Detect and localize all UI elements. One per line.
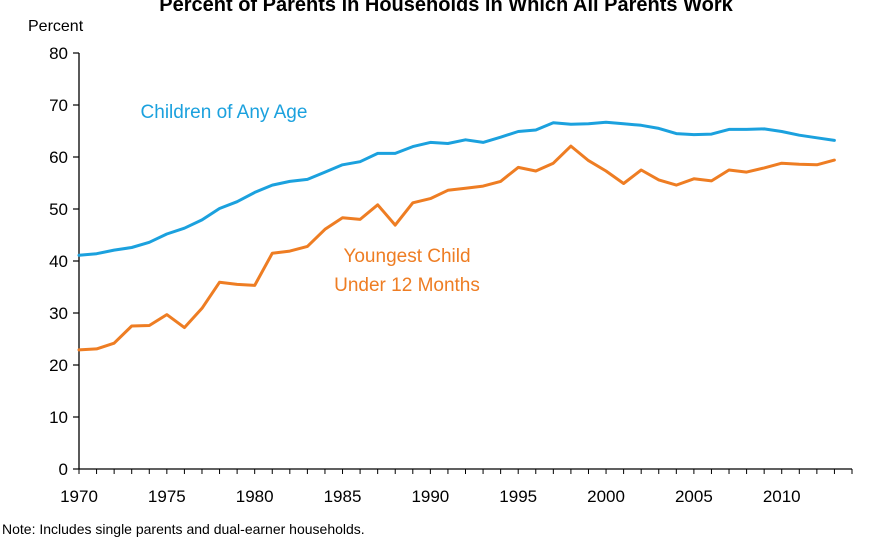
y-tick-label: 30: [49, 304, 68, 323]
series-line-any-age: [77, 120, 836, 257]
ticks: 0 10 20 30 40 50 60 70 80 1970 1975 1980 1985 1990 199…: [49, 44, 853, 506]
y-axis-label: Percent: [28, 18, 84, 35]
series-annotation-label: Children of Any Age: [141, 102, 308, 123]
y-tick-label: 40: [49, 252, 68, 271]
x-tick-label: 1995: [499, 487, 537, 506]
x-tick-label: 2010: [763, 487, 801, 506]
chart-title: Percent of Parents in Households in Whic…: [159, 0, 733, 16]
x-tick-label: 1975: [148, 487, 186, 506]
x-tick-label: 1990: [411, 487, 449, 506]
series-lines: [77, 120, 836, 352]
series-line-under-12-months: [77, 144, 836, 352]
y-tick-label: 60: [49, 148, 68, 167]
y-tick-label: 0: [59, 460, 68, 479]
x-tick-label: 2000: [587, 487, 625, 506]
footnote: Note: Includes single parents and dual-e…: [2, 521, 365, 537]
series-annotation-label: Youngest Child: [343, 246, 470, 267]
x-tick-label: 1985: [324, 487, 362, 506]
series-annotation-label: Under 12 Months: [334, 275, 480, 296]
y-tick-label: 50: [49, 200, 68, 219]
y-tick-label: 70: [49, 96, 68, 115]
line-chart: Percent of Parents in Households in Whic…: [28, 0, 853, 506]
y-tick-label: 80: [49, 44, 68, 63]
series-annotations: Children of Any Age Youngest Child Under 1…: [141, 102, 480, 296]
x-tick-label: 1980: [236, 487, 274, 506]
x-tick-label: 2005: [675, 487, 713, 506]
y-tick-label: 10: [49, 408, 68, 427]
y-tick-label: 20: [49, 356, 68, 375]
x-tick-label: 1970: [60, 487, 98, 506]
